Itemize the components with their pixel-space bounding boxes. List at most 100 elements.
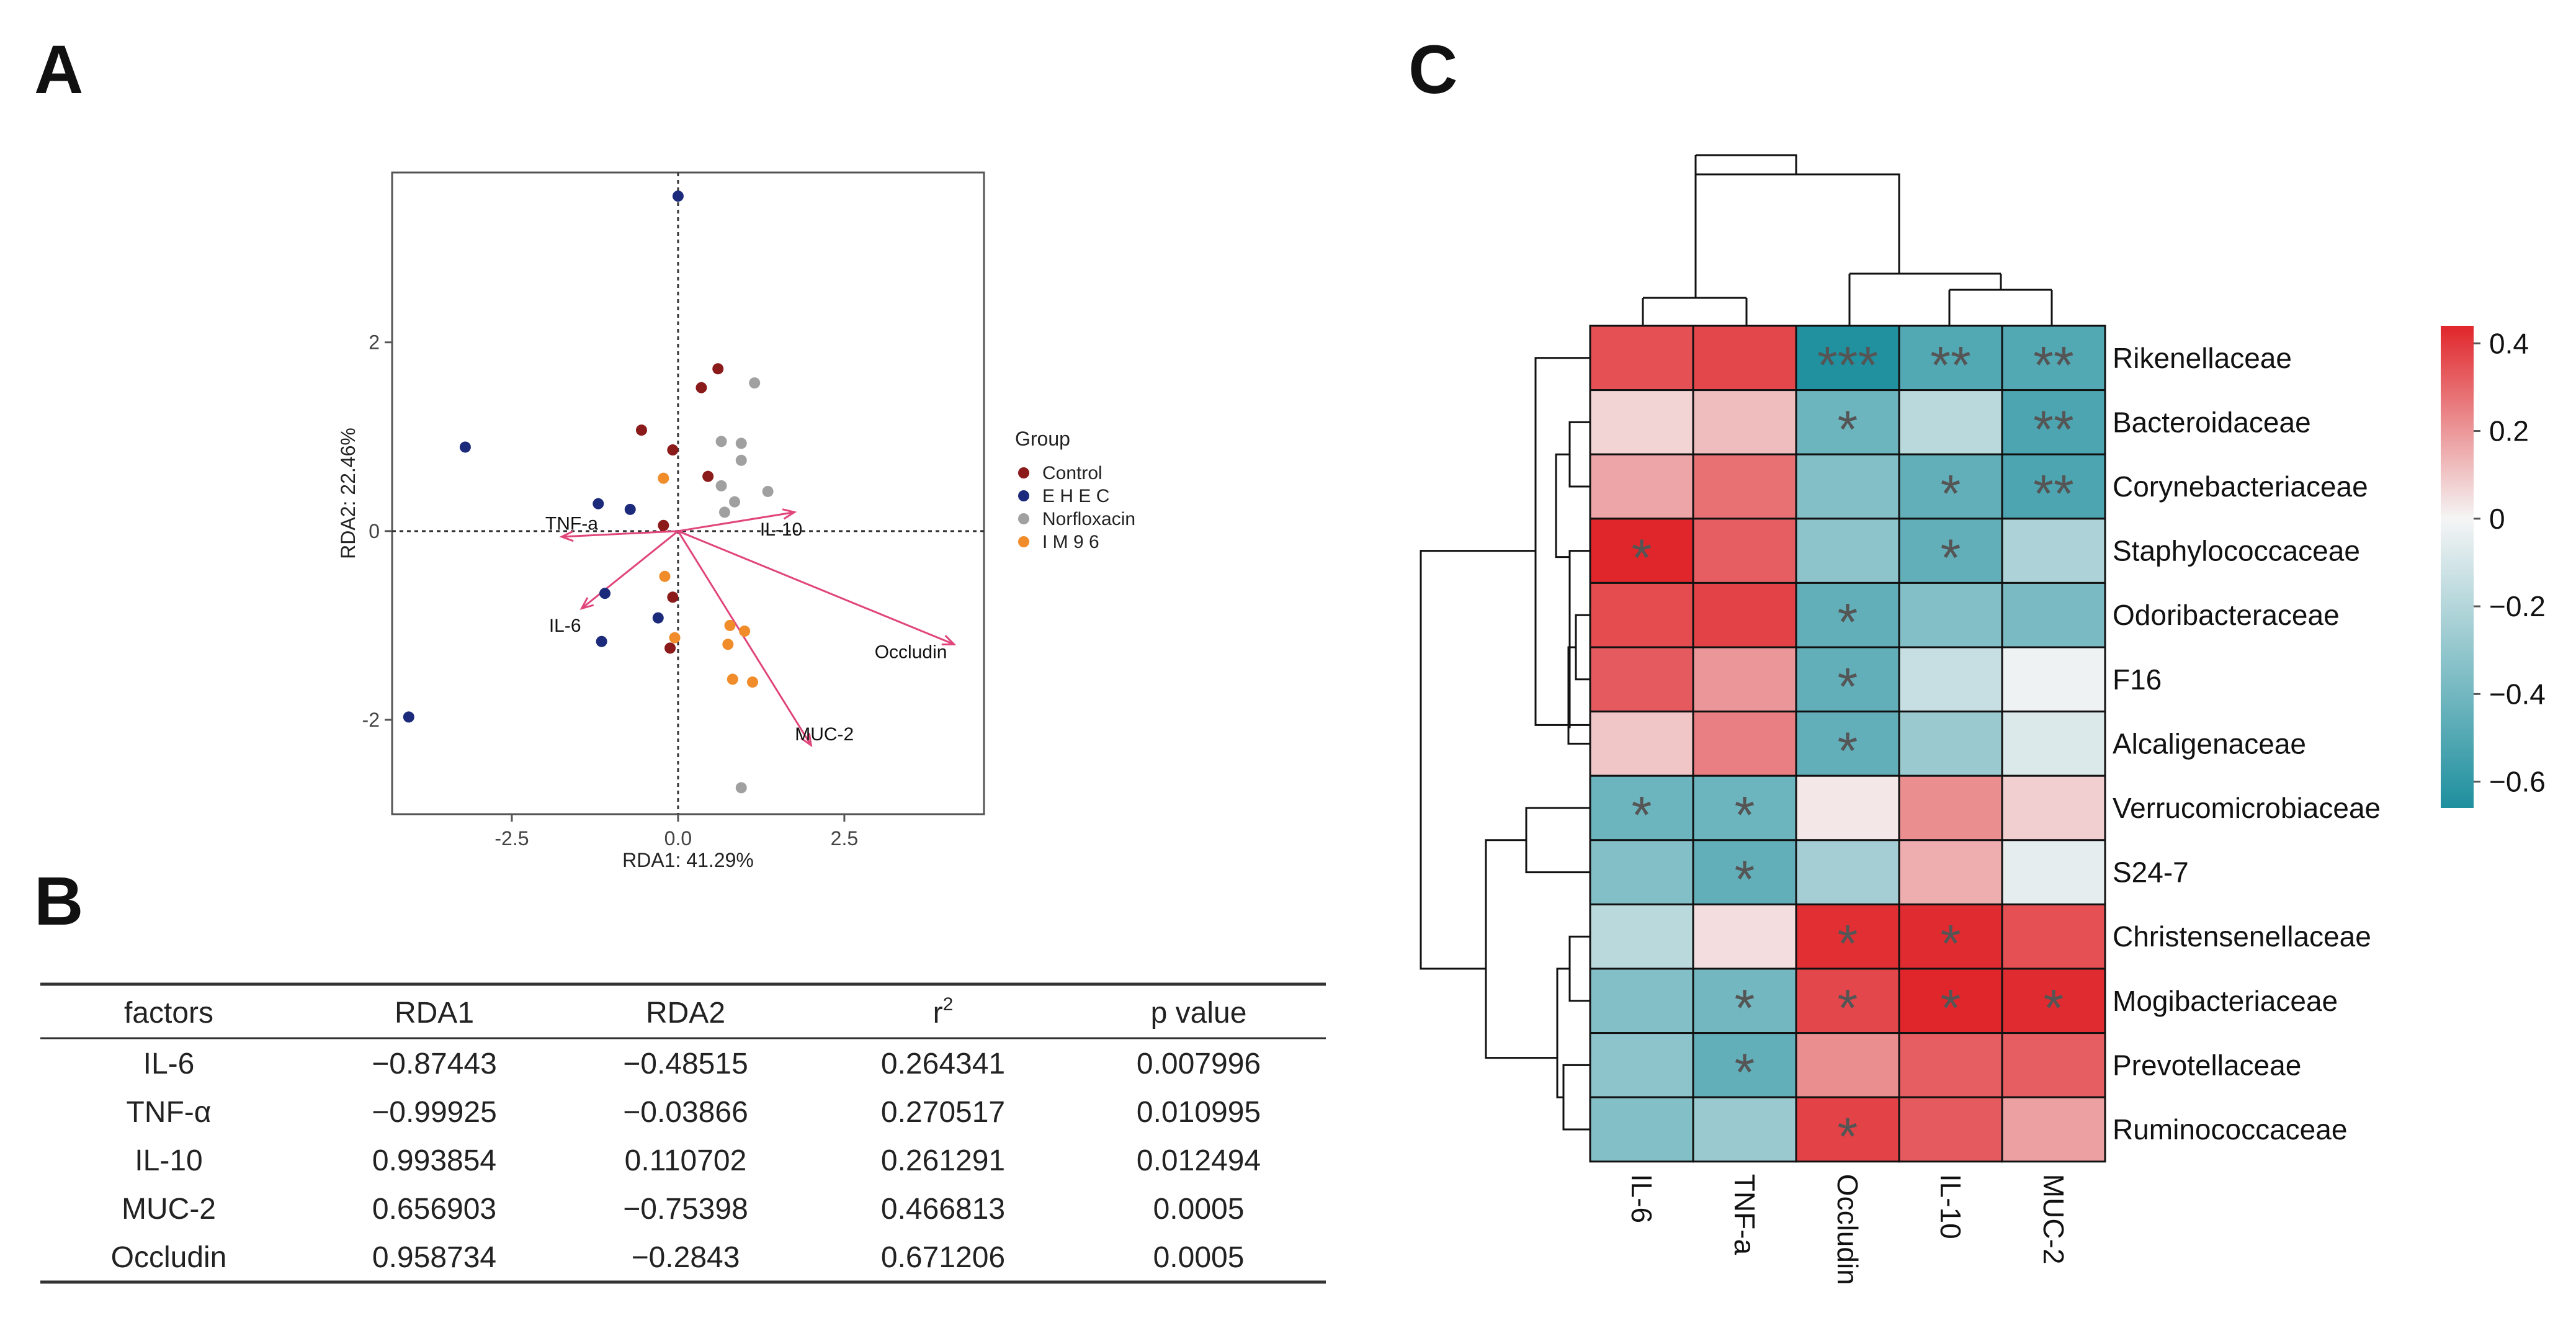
point-e-h-e-c <box>672 191 684 202</box>
point-i-m-9-6 <box>722 639 734 650</box>
significance-star: ** <box>2033 464 2073 523</box>
table-cell: 0.993854 <box>372 1144 496 1177</box>
significance-star: * <box>1735 850 1755 909</box>
significance-star: ** <box>2033 400 2073 458</box>
rda-arrows: TNF-a IL-10 IL-6 Occludin MUC-2 <box>545 508 957 748</box>
legend-label-e-h-e-c: E H E C <box>1042 486 1109 506</box>
heat-cell-rikenellaceae-il-6 <box>1589 325 1694 392</box>
dendrogram-branch <box>1525 807 1590 874</box>
point-control <box>712 363 724 375</box>
point-i-m-9-6 <box>739 626 751 637</box>
header-rda1: RDA1 <box>395 997 474 1030</box>
point-i-m-9-6 <box>746 676 758 688</box>
colorbar-gradient <box>2441 326 2474 808</box>
heat-cell-verrucomicrobiaceae-muc-2 <box>2001 774 2106 841</box>
row-label-corynebacteriaceae: Corynebacteriaceae <box>2113 470 2368 503</box>
heat-cell-mogibacteriaceae-il-10 <box>1898 967 2003 1034</box>
heat-cell-alcaligenaceae-muc-2 <box>2001 711 2106 777</box>
point-norfloxacin <box>762 485 774 497</box>
x-tick-label: 2.5 <box>831 827 858 850</box>
dendrogram-branch <box>1562 1064 1590 1131</box>
point-norfloxacin <box>735 454 747 466</box>
column-dendrogram <box>1642 154 2053 326</box>
arrow-label-il-10: IL-10 <box>760 519 802 540</box>
table-cell: 0.110702 <box>625 1144 747 1177</box>
heatmap-significance-stars: *** ** *** *** *** ***** *** ** * * *** <box>1632 336 2074 1165</box>
header-p-value: p value <box>1151 997 1247 1030</box>
table-cell: Occludin <box>111 1241 227 1274</box>
heat-cell-verrucomicrobiaceae-occludin <box>1795 774 1900 841</box>
heat-cell-corynebacteriaceae-il-6 <box>1589 453 1694 520</box>
column-label-muc-2: MUC-2 <box>2037 1174 2070 1265</box>
header-rda2: RDA2 <box>646 997 725 1030</box>
point-e-h-e-c <box>624 503 636 515</box>
row-label-christensenellaceae: Christensenellaceae <box>2113 920 2371 953</box>
table-cell: −0.48515 <box>623 1048 748 1080</box>
dendrogram-branch <box>1568 421 1590 488</box>
heat-cell-odoribacteraceae-muc-2 <box>2001 581 2106 648</box>
heat-cell-f16-il-6 <box>1589 646 1694 713</box>
row-label-staphylococcaceae: Staphylococcaceae <box>2113 535 2360 567</box>
arrowhead-muc-2 <box>800 733 813 748</box>
table-body: IL-6 −0.87443 −0.48515 0.264341 0.007996 TNF-… <box>111 1048 1261 1274</box>
rda-y-axis-label: RDA2: 22.46% <box>337 428 359 559</box>
significance-star: * <box>1735 979 1755 1037</box>
row-label-f16: F16 <box>2113 663 2162 696</box>
point-control <box>664 642 676 654</box>
colorbar-tick-label: 0.2 <box>2489 415 2529 447</box>
table-cell: IL-10 <box>135 1144 202 1177</box>
legend-label-i-m-9-6: I M 9 6 <box>1042 532 1099 552</box>
significance-star: ** <box>2033 336 2073 394</box>
colorbar-tick-label: −0.6 <box>2489 766 2546 798</box>
row-label-prevotellaceae: Prevotellaceae <box>2113 1049 2301 1081</box>
colorbar-tick-label: 0 <box>2489 503 2505 535</box>
table-row: MUC-2 0.656903 −0.75398 0.466813 0.0005 <box>122 1193 1244 1226</box>
table-row: IL-10 0.993854 0.110702 0.261291 0.012494 <box>135 1144 1261 1177</box>
arrow-tnf-a <box>561 530 678 538</box>
point-control <box>702 470 714 482</box>
point-i-m-9-6 <box>727 673 738 685</box>
row-label-s24-7: S24-7 <box>2113 856 2189 889</box>
heat-cell-s24-7-tnf-a <box>1692 839 1797 905</box>
heat-cell-bacteroidaceae-il-10 <box>1898 389 2003 455</box>
heatmap-cells <box>1589 325 2106 1163</box>
arrow-label-tnf-a: TNF-a <box>545 514 598 534</box>
heat-cell-prevotellaceae-muc-2 <box>2001 1032 2106 1098</box>
heat-cell-staphylococcaceae-muc-2 <box>2001 518 2106 584</box>
arrowhead-tnf-a <box>559 530 574 542</box>
point-i-m-9-6 <box>658 472 669 484</box>
heat-cell-f16-tnf-a <box>1692 646 1797 713</box>
heat-cell-prevotellaceae-il-10 <box>1898 1032 2003 1098</box>
table-cell: 0.466813 <box>881 1193 1005 1226</box>
table-cell: 0.958734 <box>372 1241 496 1274</box>
y-tick-label: 2 <box>369 331 380 354</box>
table-row: Occludin 0.958734 −0.2843 0.671206 0.0005 <box>111 1241 1245 1274</box>
dendrogram-branch <box>1556 967 1570 1098</box>
y-tick-label: -2 <box>362 709 380 731</box>
dendrogram-branch <box>1420 550 1536 970</box>
legend-swatch-norfloxacin <box>1018 513 1029 524</box>
heat-cell-ruminococcaceae-il-10 <box>1898 1096 2003 1163</box>
row-label-alcaligenaceae: Alcaligenaceae <box>2113 727 2306 760</box>
heat-cell-mogibacteriaceae-tnf-a <box>1692 967 1797 1034</box>
heat-cell-corynebacteriaceae-muc-2 <box>2001 453 2106 520</box>
point-norfloxacin <box>718 506 730 518</box>
significance-star: * <box>1941 529 1961 587</box>
column-label-il-6: IL-6 <box>1626 1174 1658 1223</box>
point-control <box>667 444 679 456</box>
heat-cell-ruminococcaceae-il-6 <box>1589 1096 1694 1163</box>
table-cell: 0.007996 <box>1137 1048 1261 1080</box>
heat-cell-s24-7-il-6 <box>1589 839 1694 905</box>
heat-cell-verrucomicrobiaceae-tnf-a <box>1692 774 1797 841</box>
x-tick-label: 0.0 <box>664 827 692 850</box>
legend-swatch-i-m-9-6 <box>1018 536 1029 547</box>
heat-cell-prevotellaceae-occludin <box>1795 1032 1900 1098</box>
heat-cell-f16-muc-2 <box>2001 646 2106 713</box>
row-label-bacteroidaceae: Bacteroidaceae <box>2113 406 2311 438</box>
point-norfloxacin <box>729 496 741 508</box>
arrow-label-muc-2: MUC-2 <box>795 724 854 745</box>
heat-cell-mogibacteriaceae-muc-2 <box>2001 967 2106 1034</box>
table-cell: 0.270517 <box>881 1096 1005 1129</box>
column-label-il-10: IL-10 <box>1934 1174 1967 1239</box>
